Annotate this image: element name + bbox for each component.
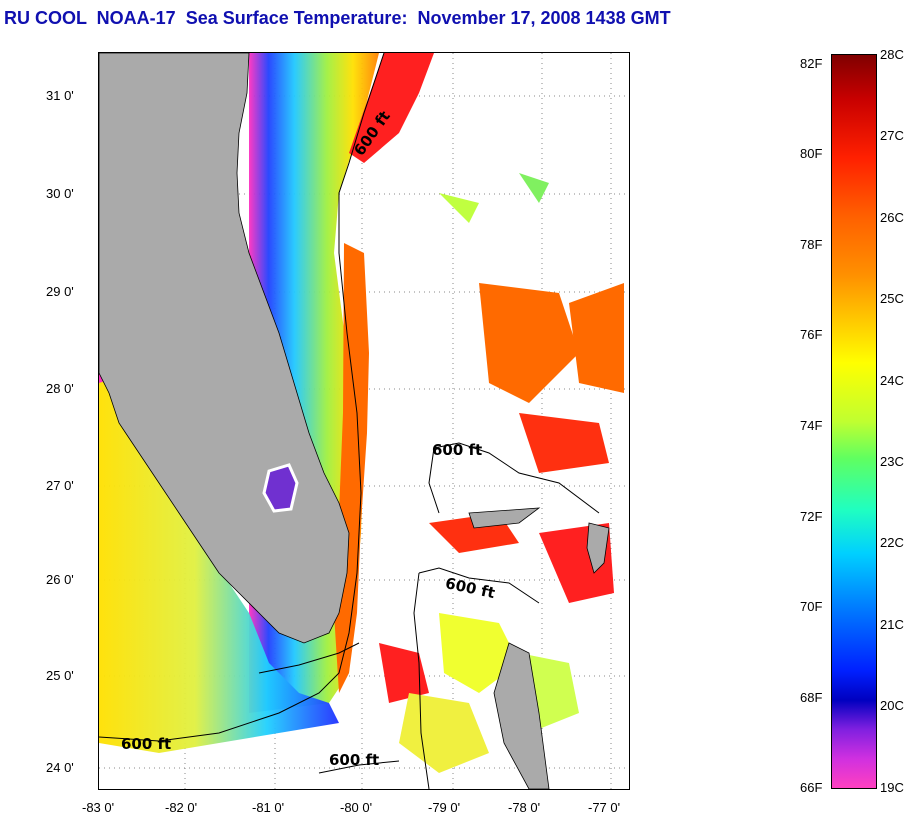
lon-label-81: -81 0' xyxy=(252,800,285,815)
colorbar-c-25: 25C xyxy=(880,291,904,306)
colorbar-c-26: 26C xyxy=(880,210,904,225)
lat-label-30: 30 0' xyxy=(46,186,74,201)
lon-label-78: -78 0' xyxy=(508,800,541,815)
contour-label-gulf: 600 ft xyxy=(121,735,171,753)
lon-label-77: -77 0' xyxy=(588,800,621,815)
lon-label-83: -83 0' xyxy=(82,800,115,815)
colorbar-c-20: 20C xyxy=(880,698,904,713)
colorbar-f-72: 72F xyxy=(800,509,823,524)
colorbar-f-80: 80F xyxy=(800,146,823,161)
contour-label-grand-bahama: 600 ft xyxy=(432,441,482,459)
colorbar-f-68: 68F xyxy=(800,690,823,705)
lat-label-29: 29 0' xyxy=(46,284,74,299)
lat-label-31: 31 0' xyxy=(46,88,74,103)
colorbar-f-78: 78F xyxy=(800,237,823,252)
contour-label-south: 600 ft xyxy=(329,751,379,769)
contour-lines xyxy=(99,53,600,789)
lat-label-25: 25 0' xyxy=(46,668,74,683)
lon-label-80: -80 0' xyxy=(340,800,373,815)
colorbar-c-22: 22C xyxy=(880,535,904,550)
lon-label-82: -82 0' xyxy=(165,800,198,815)
colorbar-c-28: 28C xyxy=(880,47,904,62)
sst-map-canvas: 600 ft 600 ft 600 ft 600 ft 600 ft xyxy=(99,53,629,789)
sst-warm-patches xyxy=(334,53,624,703)
contour-label-bahamas: 600 ft xyxy=(444,574,497,602)
sst-map: 600 ft 600 ft 600 ft 600 ft 600 ft xyxy=(98,52,630,790)
lat-label-26: 26 0' xyxy=(46,572,74,587)
colorbar-f-82: 82F xyxy=(800,56,823,71)
colorbar-f-74: 74F xyxy=(800,418,823,433)
lake-okeechobee xyxy=(262,463,299,513)
lon-label-79: -79 0' xyxy=(428,800,461,815)
lat-label-28: 28 0' xyxy=(46,381,74,396)
grand-bahama xyxy=(468,507,541,529)
map-title: RU COOL NOAA-17 Sea Surface Temperature:… xyxy=(4,8,671,28)
florida-keys xyxy=(258,642,360,674)
colorbar-c-23: 23C xyxy=(880,454,904,469)
lat-label-24: 24 0' xyxy=(46,760,74,775)
lat-label-27: 27 0' xyxy=(46,478,74,493)
temperature-colorbar xyxy=(831,54,877,789)
colorbar-c-24: 24C xyxy=(880,373,904,388)
colorbar-f-66: 66F xyxy=(800,780,823,795)
colorbar-c-19: 19C xyxy=(880,780,904,795)
colorbar-c-27: 27C xyxy=(880,128,904,143)
colorbar-f-70: 70F xyxy=(800,599,823,614)
colorbar-f-76: 76F xyxy=(800,327,823,342)
colorbar-c-21: 21C xyxy=(880,617,904,632)
andros-island xyxy=(493,642,550,789)
abaco xyxy=(586,522,610,574)
sst-bahamas-patches xyxy=(399,173,579,773)
